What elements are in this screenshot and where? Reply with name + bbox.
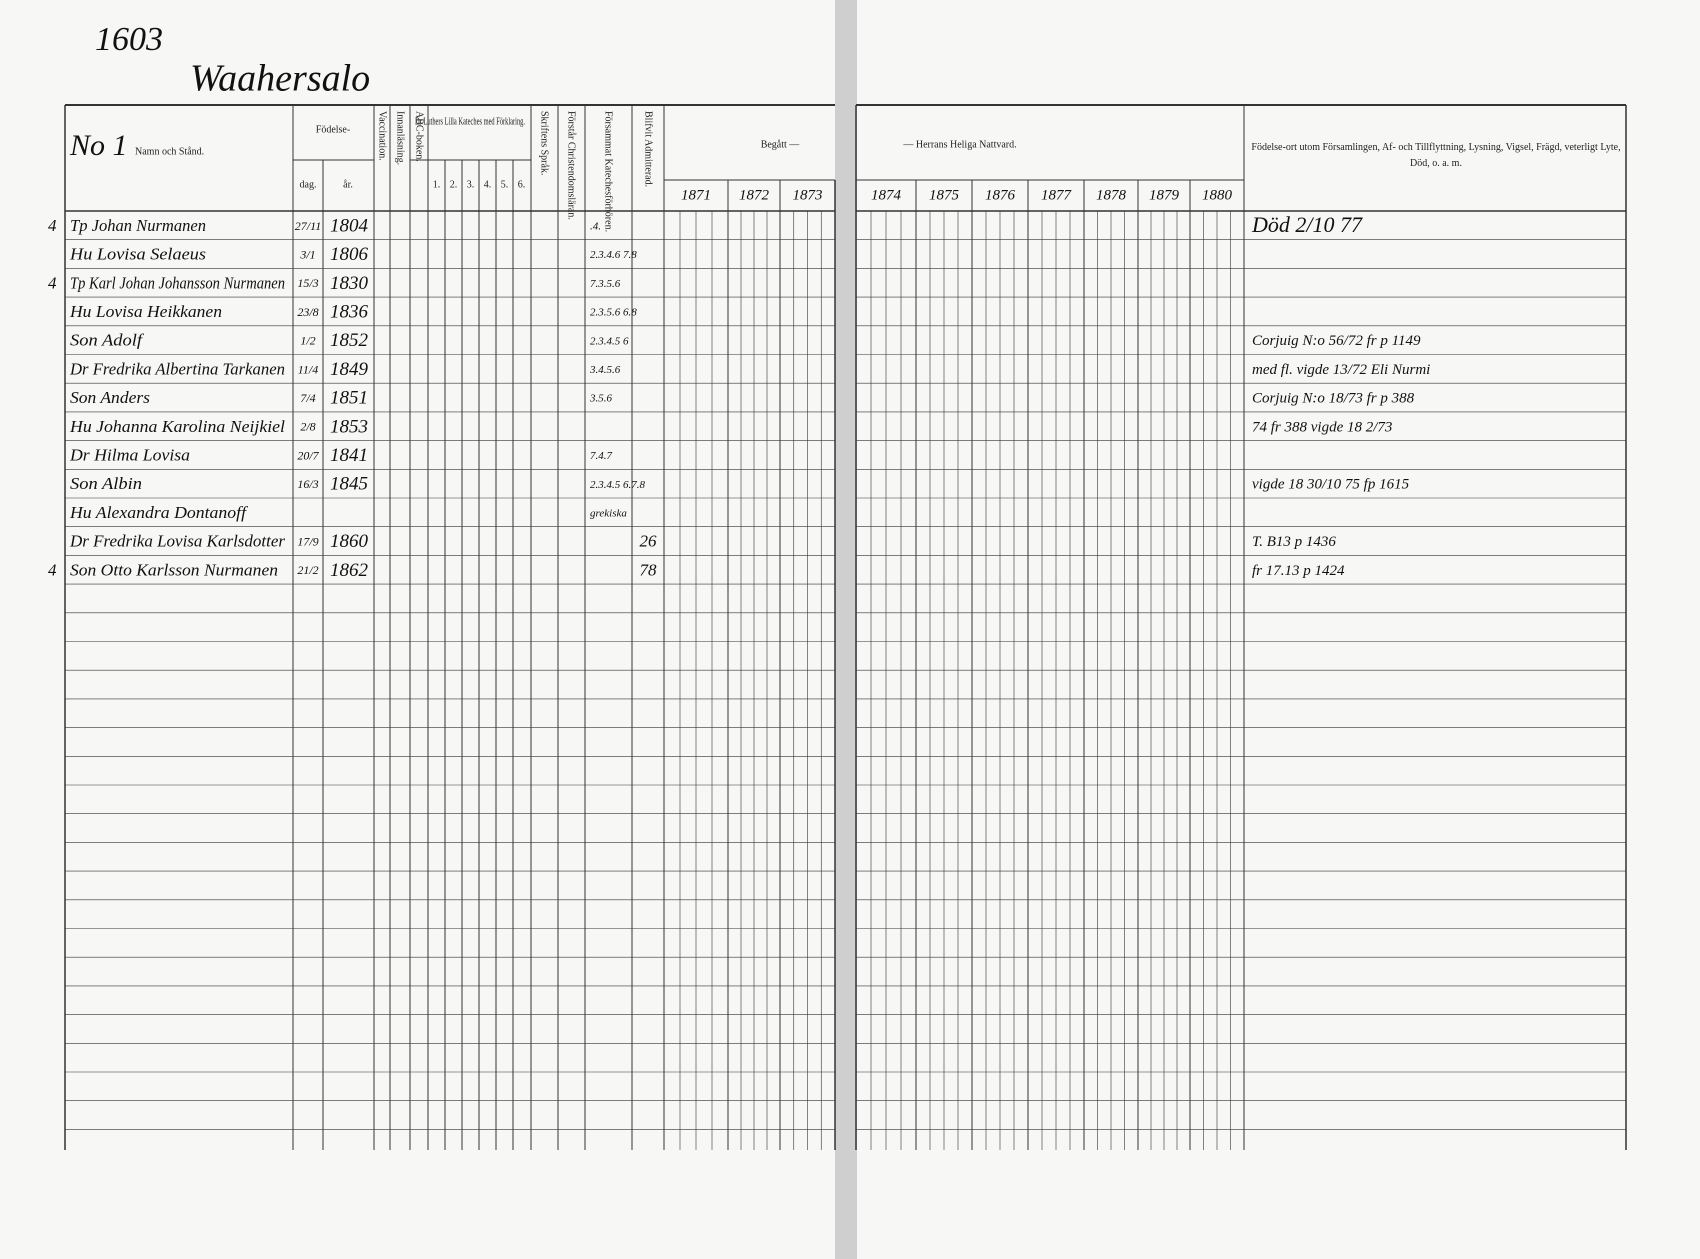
header-text: Blifvit Admitterad. <box>643 111 654 187</box>
person-name: Dr Fredrika Lovisa Karlsdotter <box>69 532 285 551</box>
notes-header: Födelse-ort utom Församlingen, Af- och T… <box>1251 142 1621 169</box>
person-name: Dr Fredrika Albertina Tarkanen <box>69 359 285 378</box>
binding <box>835 0 857 1259</box>
person-name: Hu Johanna Karolina Neijkiel <box>69 417 285 436</box>
row-note: vigde 18 30/10 75 fp 1615 <box>1252 477 1410 493</box>
header-text: dag. <box>300 179 317 190</box>
row-note: Död 2/10 77 <box>1251 212 1363 237</box>
birth-year: 1845 <box>330 474 368 495</box>
birth-year: 1804 <box>330 215 369 236</box>
birth-day: 3/1 <box>299 247 315 261</box>
row-note: T. B13 p 1436 <box>1252 534 1336 550</box>
header-text: Vaccination. <box>377 111 388 161</box>
header-text: 3. <box>467 179 475 190</box>
person-name: Son Albin <box>70 474 142 493</box>
household-number: No 1 <box>69 129 128 162</box>
header-text: Försammat Katechesförhören. <box>603 111 614 232</box>
person-name: Tp Johan Nurmanen <box>70 216 206 235</box>
birth-year: 1862 <box>330 560 369 581</box>
birth-day: 17/9 <box>297 534 318 548</box>
person-name: Dr Hilma Lovisa <box>69 446 190 465</box>
year-header: 1878 <box>1096 187 1127 203</box>
catechism-marks: 2.3.4.5 6.7.8 <box>590 479 646 491</box>
birth-year: 1836 <box>330 301 369 322</box>
birth-day: 20/7 <box>297 448 319 462</box>
header-text: 5. <box>501 179 509 190</box>
catechism-marks: 7.4.7 <box>590 450 613 462</box>
birth-year: 1841 <box>330 445 368 466</box>
row-marker: 4 <box>48 273 57 292</box>
row-marker: 4 <box>48 216 57 235</box>
admitted: 78 <box>640 560 658 579</box>
person-name: Hu Lovisa Selaeus <box>69 245 206 264</box>
person-name: Tp Karl Johan Johansson Nurmanen <box>70 273 285 292</box>
person-name: Hu Lovisa Heikkanen <box>69 302 222 321</box>
birth-year: 1853 <box>330 416 368 437</box>
notes-header-box: Födelse-ort utom Församlingen, Af- och T… <box>1251 142 1621 169</box>
birth-year: 1852 <box>330 330 369 351</box>
year-header: 1880 <box>1202 187 1233 203</box>
catechism-marks: 2.3.5.6 6.8 <box>590 307 637 319</box>
birth-day: 1/2 <box>300 334 315 348</box>
village-name: Waahersalo <box>190 58 370 100</box>
birth-day: 21/2 <box>297 563 318 577</box>
admitted: 26 <box>640 532 658 551</box>
catechism-marks: grekiska <box>590 508 627 520</box>
catechism-marks: 2.3.4.6 7.8 <box>590 249 637 261</box>
row-note: 74 fr 388 vigde 18 2/73 <box>1252 419 1392 435</box>
header-text: — Herrans Heliga Nattvard. <box>902 139 1016 150</box>
row-note: Corjuig N:o 18/73 fr p 388 <box>1252 391 1415 407</box>
person-name: Son Anders <box>70 388 150 407</box>
year-header: 1871 <box>681 187 711 203</box>
header-text: Födelse- <box>316 124 350 135</box>
header-text: år. <box>343 179 353 190</box>
year-header: 1874 <box>871 187 902 203</box>
row-note: fr 17.13 p 1424 <box>1252 563 1345 579</box>
birth-year: 1860 <box>330 531 369 552</box>
birth-year: 1849 <box>330 359 369 380</box>
catechism-marks: 7.3.5.6 <box>590 278 621 290</box>
page-number: 1603 <box>95 21 163 58</box>
header-text: 6. <box>518 179 526 190</box>
row-marker: 4 <box>48 560 57 579</box>
header-text: Dr Luthers Lilla Kateches med Förklaring… <box>415 116 525 127</box>
birth-year: 1806 <box>330 244 369 265</box>
birth-day: 11/4 <box>298 362 318 376</box>
year-header: 1872 <box>739 187 770 203</box>
person-name: Son Otto Karlsson Nurmanen <box>70 560 278 579</box>
header-text: Skriftens Språk. <box>539 111 550 175</box>
person-name: Son Adolf <box>70 331 144 350</box>
birth-day: 27/11 <box>295 219 321 233</box>
header-text: Förstår Christendomsläran. <box>566 111 577 220</box>
header-text: 4. <box>484 179 492 190</box>
person-name: Hu Alexandra Dontanoff <box>69 503 248 522</box>
row-note: med fl. vigde 13/72 Eli Nurmi <box>1252 362 1430 378</box>
catechism-marks: .4. <box>590 221 601 233</box>
catechism-marks: 2.3.4.5 6 <box>590 335 629 347</box>
year-header: 1879 <box>1149 187 1180 203</box>
header-text: Innanläsning. <box>395 111 406 165</box>
year-header: 1876 <box>985 187 1016 203</box>
year-header: 1873 <box>793 187 823 203</box>
header-text: 1. <box>433 179 441 190</box>
year-header: 1877 <box>1041 187 1073 203</box>
birth-day: 16/3 <box>297 477 318 491</box>
year-header: 1875 <box>929 187 960 203</box>
birth-day: 7/4 <box>300 391 315 405</box>
row-note: Corjuig N:o 56/72 fr p 1149 <box>1252 333 1421 349</box>
birth-day: 2/8 <box>300 420 315 434</box>
birth-year: 1851 <box>330 388 368 409</box>
birth-year: 1830 <box>330 273 369 294</box>
header-text: ABC-boken. <box>414 111 425 162</box>
header-text: Namn och Stånd. <box>135 146 204 157</box>
birth-day: 15/3 <box>297 276 318 290</box>
header-text: Begått — <box>761 139 801 150</box>
birth-day: 23/8 <box>297 305 318 319</box>
catechism-marks: 3.5.6 <box>589 393 613 405</box>
catechism-marks: 3.4.5.6 <box>589 364 621 376</box>
header-text: 2. <box>450 179 458 190</box>
